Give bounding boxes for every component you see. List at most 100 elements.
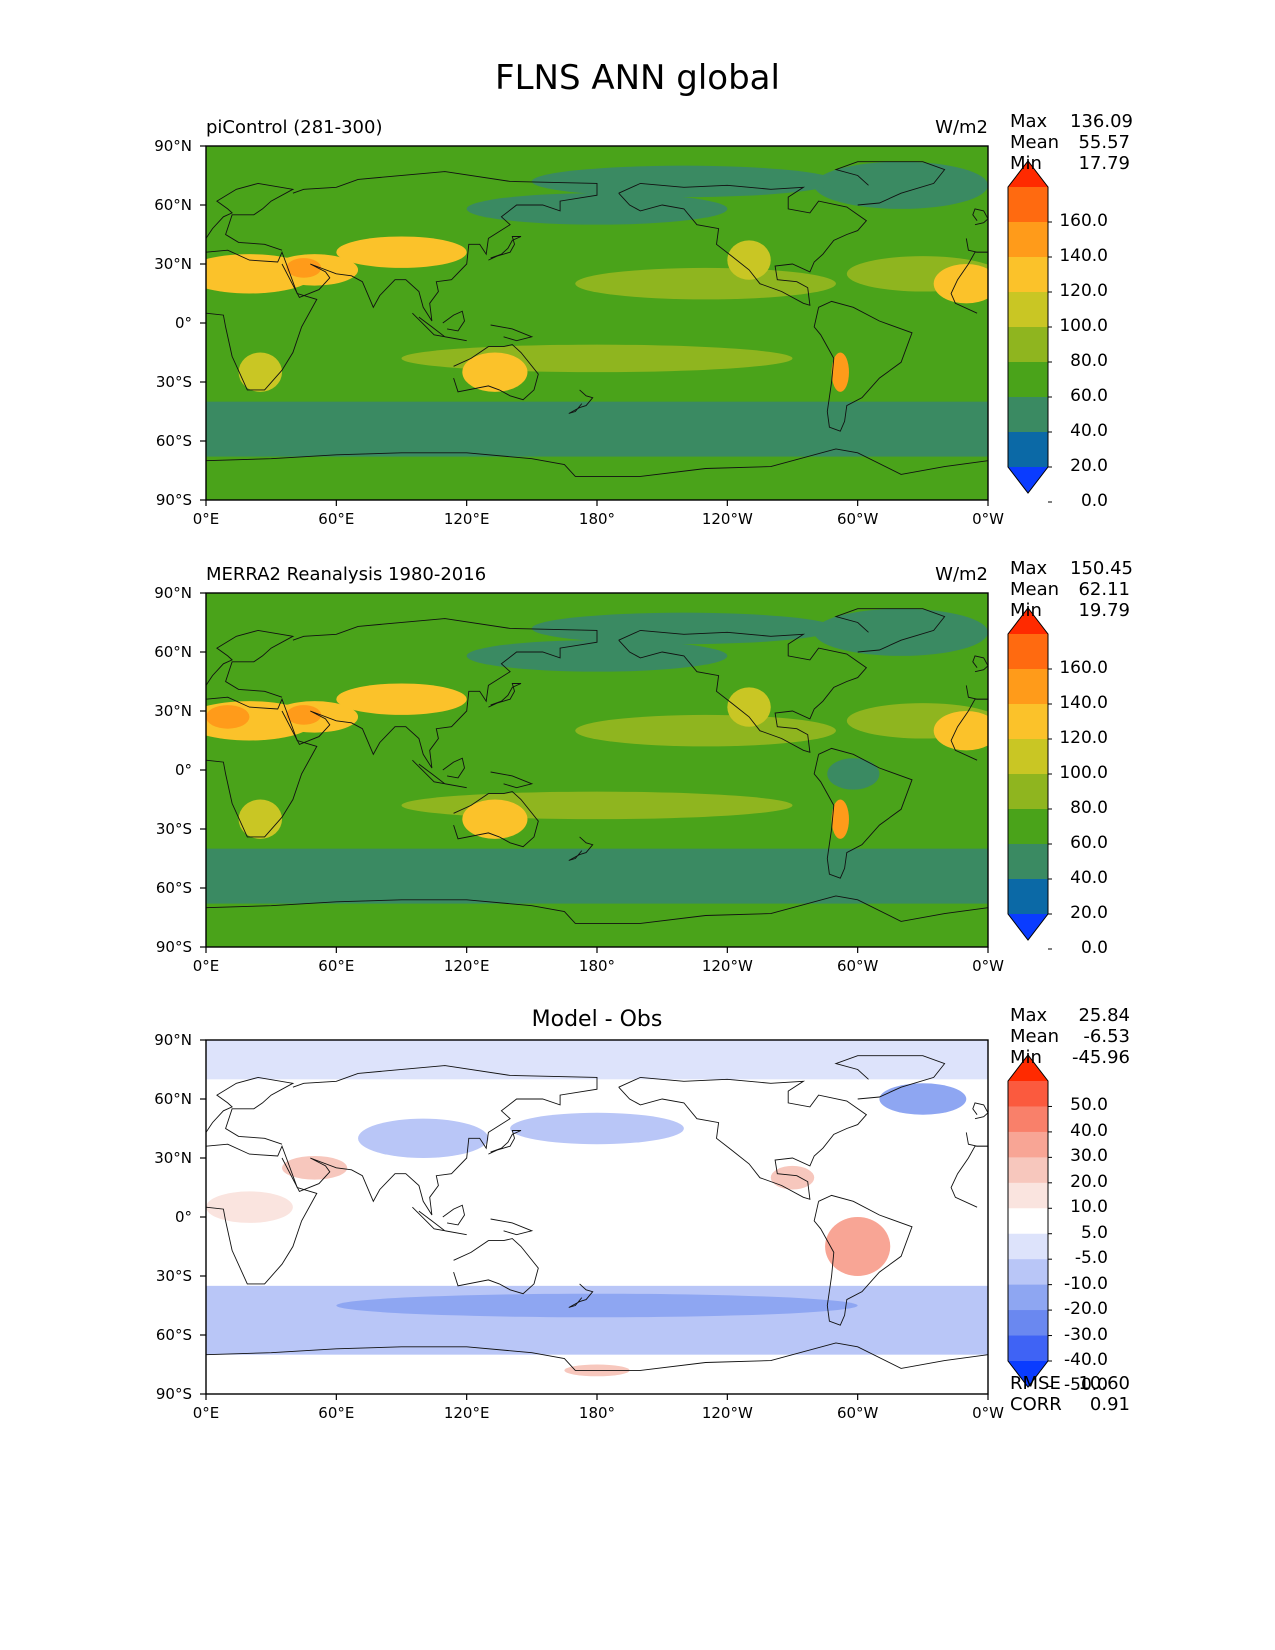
- colorbar-segment: [1008, 809, 1048, 845]
- colorbar-tick-label: 80.0: [1070, 798, 1108, 818]
- coastline-ng: [490, 324, 534, 342]
- stat-value-min: 19.79: [1078, 600, 1130, 621]
- colorbar-segment: [1008, 1106, 1048, 1133]
- lat-tick-label: 30°N: [154, 1149, 192, 1167]
- colorbar-tick-label: -10.0: [1064, 1273, 1108, 1294]
- coastline-antarctica: [206, 1342, 988, 1371]
- coastline-antarctica: [206, 895, 988, 924]
- lat-tick-label: 60°N: [154, 643, 192, 661]
- colorbar-tick-label: 160.0: [1059, 211, 1108, 231]
- map-plot: [200, 1039, 1052, 1400]
- lon-tick-label: 120°W: [701, 510, 753, 528]
- lat-tick-label: 90°S: [155, 1385, 192, 1403]
- colorbar-segment: [1008, 362, 1048, 398]
- lat-tick-label: 90°N: [154, 1031, 192, 1049]
- colorbar-tick-label: -30.0: [1064, 1324, 1108, 1345]
- coastline-indonesia: [412, 759, 467, 789]
- lat-tick-label: 90°N: [154, 584, 192, 602]
- colorbar-extend-min: [1008, 467, 1048, 493]
- colorbar-segment: [1008, 1157, 1048, 1184]
- coastline-australia: [453, 344, 539, 401]
- lon-tick-label: 60°E: [318, 1404, 355, 1422]
- lon-tick-label: 0°E: [192, 957, 220, 975]
- lon-tick-label: 180°: [578, 1404, 616, 1422]
- colorbar: [1007, 1054, 1049, 1388]
- colorbar-segment: [1008, 844, 1048, 880]
- colorbar-segment: [1008, 257, 1048, 293]
- colorbar-tick-label: 30.0: [1070, 1146, 1108, 1167]
- coastline-africa-eur: [206, 696, 318, 838]
- stat-label-corr: CORR: [1010, 1394, 1062, 1415]
- stat-value-corr: 0.91: [1089, 1394, 1130, 1415]
- coastline-asia-arab: [281, 1065, 598, 1216]
- panel-title: MERRA2 Reanalysis 1980-2016: [206, 564, 487, 585]
- colorbar-tick-label: -50.0: [1064, 1375, 1108, 1396]
- colorbar-segment: [1008, 1335, 1048, 1362]
- lon-tick-label: 120°W: [701, 957, 753, 975]
- map-panel-3: 90°N 60°N 30°N 0° 30°S 60°S 90°S 0°E 60°E 120°E 18…: [0, 1005, 1275, 1431]
- lon-tick-label: 120°E: [443, 1404, 490, 1422]
- coastline-nz: [568, 1283, 594, 1308]
- coastline-borneo: [442, 1204, 465, 1226]
- map-field: [206, 593, 988, 947]
- lat-tick-label: 90°S: [155, 938, 192, 956]
- coastline-europe-w: [965, 238, 988, 253]
- lat-tick-label: 0°: [174, 761, 192, 779]
- colorbar-segment: [1008, 432, 1048, 468]
- map-panel-1: 90°N 60°N 30°N 0° 30°S 60°S 90°S 0°E 60°E 120°E 18…: [0, 111, 1275, 537]
- lat-tick-label: 0°: [174, 314, 192, 332]
- colorbar-segment: [1008, 1310, 1048, 1337]
- stat-label-mean: Mean: [1010, 132, 1060, 153]
- stat-value-max: 25.84: [1078, 1005, 1130, 1026]
- stat-label-min: Min: [1010, 1047, 1042, 1068]
- colorbar-tick-label: 40.0: [1070, 421, 1108, 441]
- stat-value-mean: -6.53: [1083, 1026, 1130, 1047]
- colorbar-segment: [1008, 397, 1048, 433]
- units-label: W/m2: [935, 564, 988, 585]
- coastline-europe: [206, 182, 295, 251]
- colorbar: [1007, 607, 1049, 941]
- lat-tick-label: 30°S: [155, 820, 192, 838]
- stat-label-max: Max: [1010, 1005, 1048, 1026]
- lon-tick-label: 60°W: [836, 510, 879, 528]
- colorbar-segment: [1008, 1081, 1048, 1107]
- colorbar-segment: [1008, 739, 1048, 775]
- lat-tick-label: 60°S: [155, 432, 192, 450]
- colorbar-tick-label: 140.0: [1059, 246, 1108, 266]
- colorbar-segment: [1008, 292, 1048, 328]
- colorbar-segment: [1008, 1182, 1048, 1209]
- map-plot: [200, 145, 1052, 506]
- page-title: FLNS ANN global: [495, 58, 780, 98]
- coastline-borneo: [442, 757, 465, 779]
- coastline-australia: [453, 1238, 539, 1295]
- colorbar-extend-max: [1008, 608, 1048, 634]
- coastline-n-america: [618, 629, 868, 753]
- coastline-japan: [488, 1130, 522, 1155]
- lat-tick-label: 60°N: [154, 196, 192, 214]
- coastline-s-america: [813, 1194, 913, 1326]
- lon-tick-label: 60°W: [836, 1404, 879, 1422]
- coastline-indonesia: [412, 312, 467, 342]
- colorbar-tick-label: 120.0: [1059, 281, 1108, 301]
- stat-value-min: 17.79: [1078, 153, 1130, 174]
- lat-tick-label: 30°N: [154, 255, 192, 273]
- colorbar-segment: [1008, 1284, 1048, 1311]
- coastline-uk: [972, 655, 988, 673]
- colorbar-tick-label: 20.0: [1070, 903, 1108, 923]
- coastline-africa-eur: [206, 249, 318, 391]
- lon-tick-label: 120°E: [443, 510, 490, 528]
- stat-label-min: Min: [1010, 600, 1042, 621]
- colorbar: [1007, 160, 1049, 494]
- coastline-europe: [206, 629, 295, 698]
- coastline-indonesia: [412, 1206, 467, 1236]
- coastline-japan: [488, 683, 522, 708]
- map-panel-2: 90°N 60°N 30°N 0° 30°S 60°S 90°S 0°E 60°E 120°E 18…: [0, 558, 1275, 984]
- stat-value-max: 150.45: [1070, 558, 1133, 579]
- lat-tick-label: 0°: [174, 1208, 192, 1226]
- map-field: [206, 1040, 988, 1394]
- colorbar-tick-label: -5.0: [1074, 1248, 1108, 1269]
- colorbar-tick-label: 20.0: [1070, 1171, 1108, 1192]
- panel-title: piControl (281-300): [206, 117, 383, 138]
- colorbar-segment: [1008, 1131, 1048, 1158]
- lon-tick-label: 60°E: [318, 957, 355, 975]
